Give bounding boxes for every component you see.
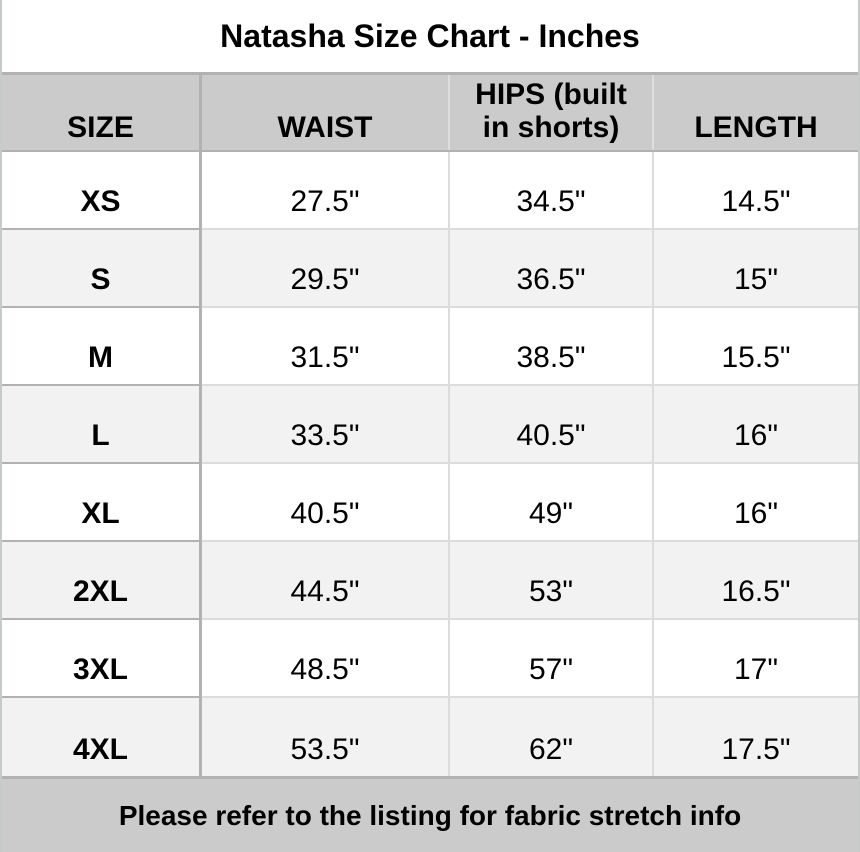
table-header-row: SIZE WAIST HIPS (built in shorts) LENGTH xyxy=(2,72,858,152)
size-label: 2XL xyxy=(2,542,202,620)
footer-note-row: Please refer to the listing for fabric s… xyxy=(2,776,858,852)
size-label: XL xyxy=(2,464,202,542)
length-value: 16.5" xyxy=(654,542,858,620)
hips-value: 49" xyxy=(450,464,654,542)
column-header-waist: WAIST xyxy=(202,75,450,150)
size-label: XS xyxy=(2,152,202,230)
length-value: 17.5" xyxy=(721,733,791,766)
hips-value: 57" xyxy=(450,620,654,698)
column-header-hips: HIPS (built in shorts) xyxy=(450,75,654,150)
table-row-3xl: 3XL 48.5" 57" 17" xyxy=(2,620,858,698)
length-value: 16" xyxy=(654,464,858,542)
length-value: 15.5" xyxy=(654,308,858,386)
waist-value: 40.5" xyxy=(202,464,450,542)
waist-value: 31.5" xyxy=(202,308,450,386)
length-value: 14.5" xyxy=(654,152,858,230)
column-header-hips-label: HIPS (built in shorts) xyxy=(475,77,627,145)
table-row-m: M 31.5" 38.5" 15.5" xyxy=(2,308,858,386)
waist-value: 44.5" xyxy=(202,542,450,620)
column-header-length: LENGTH xyxy=(694,111,818,145)
waist-value: 29.5" xyxy=(202,230,450,308)
waist-value: 27.5" xyxy=(202,152,450,230)
table-row-2xl: 2XL 44.5" 53" 16.5" xyxy=(2,542,858,620)
footer-note: Please refer to the listing for fabric s… xyxy=(118,799,742,831)
size-label: L xyxy=(2,386,202,464)
hips-value: 62" xyxy=(450,698,654,776)
size-label: 4XL xyxy=(2,698,202,776)
waist-value: 48.5" xyxy=(202,620,450,698)
length-value: 16" xyxy=(654,386,858,464)
size-label: M xyxy=(2,308,202,386)
table-row-4xl: 4XL 53.5" 62" 17.5" xyxy=(2,698,858,776)
table-row-xs: XS 27.5" 34.5" 14.5" xyxy=(2,152,858,230)
table-row-l: L 33.5" 40.5" 16" xyxy=(2,386,858,464)
title-row: Natasha Size Chart - Inches xyxy=(2,0,858,72)
column-header-size: SIZE xyxy=(2,75,202,150)
waist-value: 33.5" xyxy=(202,386,450,464)
length-value: 15" xyxy=(654,230,858,308)
hips-value: 40.5" xyxy=(450,386,654,464)
page-title: Natasha Size Chart - Inches xyxy=(220,17,640,54)
hips-value: 53" xyxy=(450,542,654,620)
waist-value: 53.5" xyxy=(202,698,450,776)
size-label: 3XL xyxy=(2,620,202,698)
hips-value: 38.5" xyxy=(450,308,654,386)
hips-value: 36.5" xyxy=(450,230,654,308)
table-row-xl: XL 40.5" 49" 16" xyxy=(2,464,858,542)
length-value: 17" xyxy=(654,620,858,698)
size-label: S xyxy=(2,230,202,308)
table-row-s: S 29.5" 36.5" 15" xyxy=(2,230,858,308)
hips-value: 34.5" xyxy=(450,152,654,230)
